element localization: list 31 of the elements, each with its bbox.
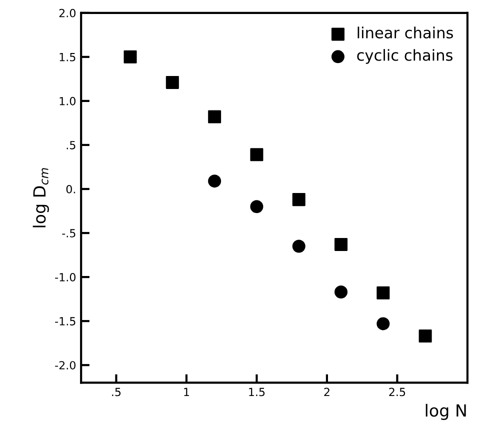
y-tick-label: 1.5 xyxy=(60,53,76,62)
point xyxy=(166,76,179,89)
point xyxy=(208,174,222,188)
x-axis-title: log N xyxy=(426,404,466,420)
point xyxy=(208,110,222,124)
point xyxy=(376,317,390,330)
y-tick-label: 1.0 xyxy=(60,96,76,106)
y-axis-title: log D$_{cm}$ xyxy=(32,168,49,228)
x-tick-label: 1 xyxy=(184,388,189,396)
x-tick-label: 2.5 xyxy=(389,388,406,396)
point xyxy=(250,148,264,162)
x-tick-label: 2 xyxy=(324,388,330,396)
point xyxy=(124,50,137,64)
point xyxy=(418,330,432,343)
y-tick-label: 2.0 xyxy=(59,8,76,18)
point xyxy=(292,240,306,253)
legend-label: linear chains xyxy=(358,26,453,38)
point xyxy=(250,200,264,214)
point xyxy=(292,193,306,206)
y-tick-label: -.5 xyxy=(62,229,76,238)
point xyxy=(334,286,348,299)
y-tick-label: .5 xyxy=(66,141,76,150)
y-tick-label: -2.0 xyxy=(55,361,76,370)
y-tick-label: -1.0 xyxy=(55,273,76,282)
x-tick-label: 1.5 xyxy=(249,388,265,396)
legend-label: cyclic chains xyxy=(357,49,452,64)
y-tick-label: -1.5 xyxy=(55,317,76,326)
point xyxy=(334,238,348,251)
y-tick-label: 0. xyxy=(66,184,76,194)
x-tick-label: .5 xyxy=(112,388,121,396)
point xyxy=(376,286,390,300)
